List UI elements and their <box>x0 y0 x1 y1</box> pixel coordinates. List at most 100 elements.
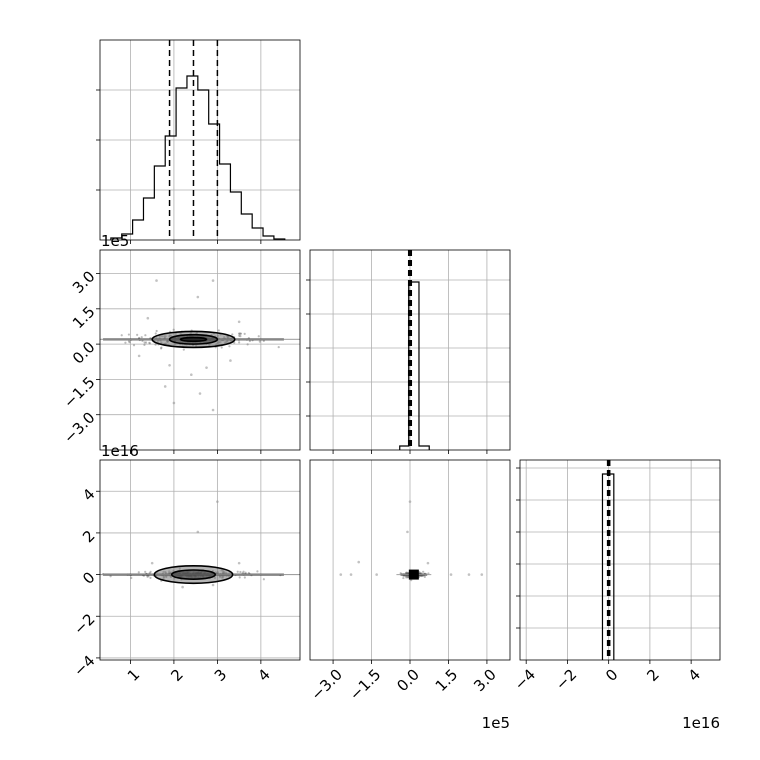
density-point-115 <box>143 343 146 346</box>
histogram-step <box>110 75 286 240</box>
y-tick-label: 0.0 <box>69 338 99 368</box>
density-point-193 <box>236 570 239 573</box>
scatter-point-12 <box>205 366 208 369</box>
density-point-4 <box>402 576 405 580</box>
density-point-186 <box>246 343 249 346</box>
scatter-point-7 <box>449 573 453 576</box>
histogram-bin-8 <box>198 90 209 240</box>
panel-hist-2: −4 −2 0 2 4 1e16 <box>511 459 721 732</box>
y-tick-label: −2 <box>70 610 98 638</box>
scatter-point-4 <box>146 316 150 320</box>
histogram-bin-2 <box>419 446 429 450</box>
x-tick-label: −2 <box>552 665 580 693</box>
density-point-207 <box>144 341 148 344</box>
y-tick-label: −1.5 <box>60 373 98 411</box>
y-tick-label: 3.0 <box>69 267 99 297</box>
scatter-point-10 <box>172 401 176 405</box>
histogram-bin-2 <box>133 220 144 240</box>
density-point-39 <box>238 341 241 344</box>
histogram-step <box>399 281 430 450</box>
x-tick-label: 4 <box>685 665 704 684</box>
y-tick-label: 4 <box>79 485 98 504</box>
density-point-94 <box>262 578 265 581</box>
scatter-point-13 <box>229 359 232 362</box>
histogram-bin-13 <box>252 228 263 240</box>
density-point-59 <box>137 571 140 574</box>
scatter-point-8 <box>163 385 167 388</box>
x-tick-label: 2 <box>643 665 662 684</box>
density-point-215 <box>407 575 410 578</box>
scatter-point-0 <box>216 500 219 503</box>
histogram-bin-5 <box>165 136 176 240</box>
density-point-43 <box>243 332 246 335</box>
scatter-point-4 <box>181 585 184 589</box>
density-point-1 <box>243 576 246 579</box>
density-square-marker <box>408 569 419 580</box>
density-point-24 <box>140 336 143 339</box>
density-point-204 <box>136 333 139 336</box>
panel-hist-1 <box>306 249 511 454</box>
density-point-184 <box>149 570 152 573</box>
density-point-109 <box>130 576 133 580</box>
histogram-bin-10 <box>220 164 231 240</box>
density-point-112 <box>238 334 241 337</box>
y-tick-label: 2 <box>79 527 98 546</box>
panel-scatter-2-0: 1 2 3 4 −4 −2 0 2 4 1e16 <box>70 442 301 685</box>
scatter-point-0 <box>408 500 412 503</box>
axes-frame <box>99 249 301 451</box>
plot-area-scatter-2-1 <box>339 500 484 582</box>
scatter-point-6 <box>375 573 378 576</box>
x-tick-label: 0 <box>602 665 621 684</box>
scatter-point-7 <box>190 373 193 377</box>
scatter-point-9 <box>198 392 202 395</box>
x-tick-label: −3.0 <box>307 665 345 703</box>
histogram-bin-3 <box>143 198 154 240</box>
scatter-point-11 <box>211 408 215 412</box>
x-offset-text: 1e5 <box>482 714 510 732</box>
density-point-72 <box>172 328 175 331</box>
density-point-181 <box>148 342 152 345</box>
y-tick-label: −3.0 <box>60 409 98 447</box>
density-contour-1 <box>170 569 217 580</box>
density-point-194 <box>238 576 241 579</box>
scatter-point-5 <box>349 573 353 576</box>
density-point-175 <box>83 334 85 336</box>
scatter-point-2 <box>357 560 361 564</box>
y-offset-text: 1e5 <box>101 232 129 250</box>
plot-area-hist-1 <box>399 250 430 450</box>
density-point-218 <box>257 335 260 338</box>
density-point-177 <box>220 346 223 349</box>
scatter-point-1 <box>196 530 200 534</box>
density-point-20 <box>228 345 231 348</box>
density-point-196 <box>277 346 280 349</box>
density-point-14 <box>231 333 234 336</box>
density-point-209 <box>248 339 251 343</box>
plot-area-hist-0 <box>110 40 286 240</box>
plot-area-scatter-2-0 <box>100 500 300 589</box>
density-point-219 <box>128 341 131 344</box>
scatter-point-1 <box>406 530 409 534</box>
density-contour-2 <box>179 336 208 343</box>
density-point-28 <box>154 343 157 346</box>
density-point-194 <box>217 329 220 332</box>
density-point-159 <box>124 341 127 344</box>
histogram-bin-6 <box>176 88 187 240</box>
histogram-bin-14 <box>263 236 274 240</box>
axes-frame <box>99 459 301 661</box>
density-point-38 <box>154 332 157 335</box>
scatter-point-8 <box>467 573 471 576</box>
histogram-bin-0 <box>400 446 409 450</box>
scatter-point-14 <box>137 354 141 358</box>
scatter-point-2 <box>150 561 154 565</box>
scatter-point-1 <box>211 279 215 282</box>
x-tick-label: 0.0 <box>393 665 423 695</box>
x-tick-label: 2 <box>167 665 186 684</box>
scatter-point-5 <box>211 583 215 587</box>
x-tick-label: 4 <box>254 665 273 684</box>
density-point-189 <box>160 347 163 350</box>
scatter-point-4 <box>339 573 343 576</box>
scatter-point-9 <box>480 573 484 576</box>
scatter-point-2 <box>196 295 200 299</box>
